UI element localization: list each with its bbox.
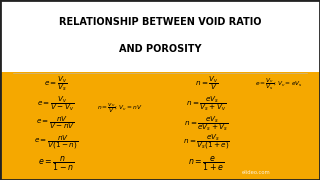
Text: $n = \dfrac{eV_s}{eV_s + V_s}$: $n = \dfrac{eV_s}{eV_s + V_s}$	[184, 114, 228, 133]
Text: $n = \dfrac{eV_s}{V_s(1+e)}$: $n = \dfrac{eV_s}{V_s(1+e)}$	[183, 133, 230, 151]
Text: AND POROSITY: AND POROSITY	[119, 44, 201, 54]
Text: $e = \dfrac{V_v}{V - V_v}$: $e = \dfrac{V_v}{V - V_v}$	[37, 94, 75, 113]
Text: elideo.com: elideo.com	[242, 170, 270, 175]
Text: $e = \dfrac{nV}{V(1-n)}$: $e = \dfrac{nV}{V(1-n)}$	[34, 134, 78, 151]
Text: $n = \dfrac{e}{1+e}$: $n = \dfrac{e}{1+e}$	[188, 155, 225, 173]
Text: $n = \dfrac{v_v}{V};\, V_v = nV$: $n = \dfrac{v_v}{V};\, V_v = nV$	[97, 101, 143, 115]
Text: $e = \dfrac{V_v}{V_s};\, V_v = eV_s$: $e = \dfrac{V_v}{V_s};\, V_v = eV_s$	[254, 76, 302, 91]
Text: $e = \dfrac{n}{1-n}$: $e = \dfrac{n}{1-n}$	[38, 155, 74, 173]
Text: $n = \dfrac{eV_s}{V_s + V_v}$: $n = \dfrac{eV_s}{V_s + V_v}$	[186, 94, 227, 113]
Text: $n = \dfrac{V_v}{V}$: $n = \dfrac{V_v}{V}$	[195, 75, 218, 92]
Text: RELATIONSHIP BETWEEN VOID RATIO: RELATIONSHIP BETWEEN VOID RATIO	[59, 17, 261, 27]
Text: $e = \dfrac{nV}{V - nV}$: $e = \dfrac{nV}{V - nV}$	[36, 115, 76, 131]
Text: $e = \dfrac{V_v}{V_s}$: $e = \dfrac{V_v}{V_s}$	[44, 74, 68, 93]
Bar	[0, 0, 320, 72]
